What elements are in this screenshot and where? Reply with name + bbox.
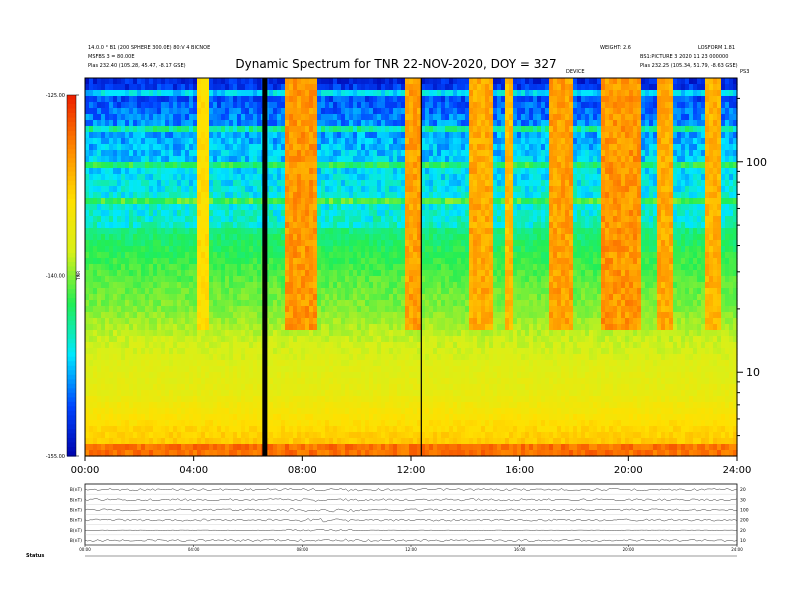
colorbar-unit: TNR	[76, 271, 82, 281]
panel-x-tick-label: 08:00	[297, 547, 309, 552]
x-tick-label: 08:00	[288, 465, 317, 476]
panel-x-tick-label: 12:00	[405, 547, 417, 552]
data-gap-line	[262, 78, 268, 456]
x-tick-label: 16:00	[505, 465, 534, 476]
header-right-top-label: LOSFORM 1.81	[698, 45, 736, 51]
x-tick-label: 20:00	[614, 465, 643, 476]
x-tick-label: 24:00	[723, 465, 752, 476]
colorbar-tick-label: -140.00	[46, 274, 65, 280]
channel-trace	[84, 498, 738, 502]
header-left-info-1: 14.0.0 ° B1 (200 SPHERE 300.0E) 80:V 4 B…	[88, 45, 211, 51]
channel-trace	[84, 538, 738, 542]
channel-scale-label: 200	[740, 518, 749, 524]
header-right-info-2: BS1:PICTURE 3 2020 11 23 000000	[640, 54, 729, 60]
corner-label: PS3	[740, 69, 750, 75]
mid-label: DEVICE	[566, 69, 585, 75]
panel-x-tick-label: 00:00	[79, 547, 91, 552]
channel-trace	[84, 518, 738, 523]
channel-label: B(nT)	[70, 518, 82, 524]
panel-x-tick-label: 04:00	[188, 547, 200, 552]
panel-x-tick-label: 16:00	[514, 547, 526, 552]
channel-label: B(nT)	[70, 538, 82, 544]
spectrum-heatmap	[85, 78, 738, 457]
x-tick-label: 12:00	[397, 465, 426, 476]
y-tick-label: 10	[746, 366, 760, 379]
chart-title: Dynamic Spectrum for TNR 22-NOV-2020, DO…	[235, 57, 557, 71]
channel-trace	[84, 528, 738, 532]
channel-label: B(nT)	[70, 507, 82, 513]
colorbar-tick-label: -125.00	[46, 93, 65, 99]
channel-trace	[84, 488, 738, 492]
header-right-info-3: Plas 232.25 (105.34, 51.79, -8.63 GSE)	[640, 63, 738, 69]
panel-x-tick-label: 24:00	[731, 547, 743, 552]
header-right-info-1: WEIGHT: 2.6	[600, 45, 631, 51]
data-gap-line	[420, 78, 422, 456]
channel-label: B(nT)	[70, 497, 82, 503]
channel-scale-label: 20	[740, 487, 746, 493]
header-left-info-2: MSFBS 3 = 80.00E	[88, 54, 135, 60]
channel-scale-label: 10	[740, 538, 746, 544]
colorbar-tick-label: -155.00	[46, 454, 65, 460]
channel-scale-label: 100	[740, 507, 749, 513]
panel-x-tick-label: 20:00	[623, 547, 635, 552]
colorbar: -125.00 -140.00 -155.00 TNR	[46, 93, 82, 460]
header-left-info-3: Plas 232.40 (105.28, 45.47, -8.17 GSE)	[88, 63, 186, 69]
channel-trace	[84, 508, 738, 513]
footer-label: Status	[26, 553, 45, 559]
x-tick-label: 04:00	[179, 465, 208, 476]
y-tick-label: 100	[746, 156, 767, 169]
channel-label: B(nT)	[70, 487, 82, 493]
x-tick-label: 00:00	[71, 465, 100, 476]
channel-scale-label: 30	[740, 497, 746, 503]
channel-scale-label: 20	[740, 528, 746, 534]
channel-label: B(nT)	[70, 528, 82, 534]
